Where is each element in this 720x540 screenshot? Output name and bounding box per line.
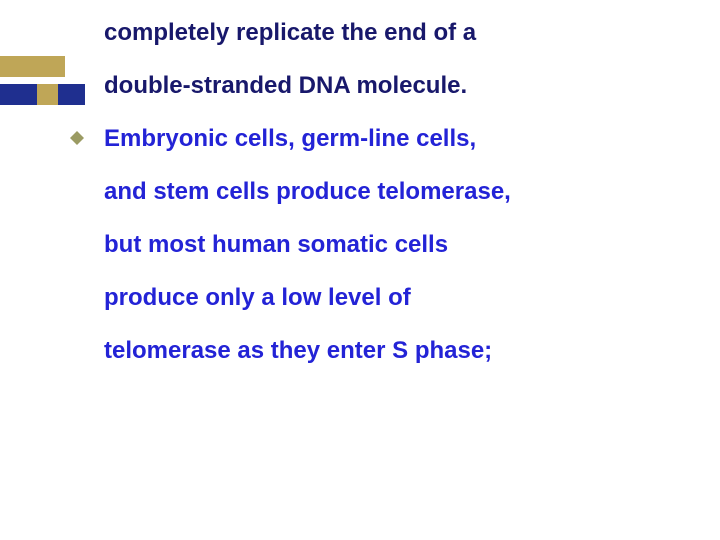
bullet-item: Embryonic cells, germ-line cells, [104, 124, 664, 154]
text-line-4: and stem cells produce telomerase, [104, 177, 664, 207]
square-gold [37, 84, 58, 105]
slide-content: completely replicate the end of a double… [104, 18, 664, 389]
text-line-2: double-stranded DNA molecule. [104, 71, 664, 101]
text-line-6: produce only a low level of [104, 283, 664, 313]
diamond-bullet-icon [70, 131, 84, 145]
text-line-5: but most human somatic cells [104, 230, 664, 260]
text-line-7: telomerase as they enter S phase; [104, 336, 664, 366]
text-line-3: Embryonic cells, germ-line cells, [104, 125, 476, 152]
corner-decoration [0, 56, 85, 112]
bar-gold [0, 56, 65, 77]
text-line-1: completely replicate the end of a [104, 18, 664, 48]
